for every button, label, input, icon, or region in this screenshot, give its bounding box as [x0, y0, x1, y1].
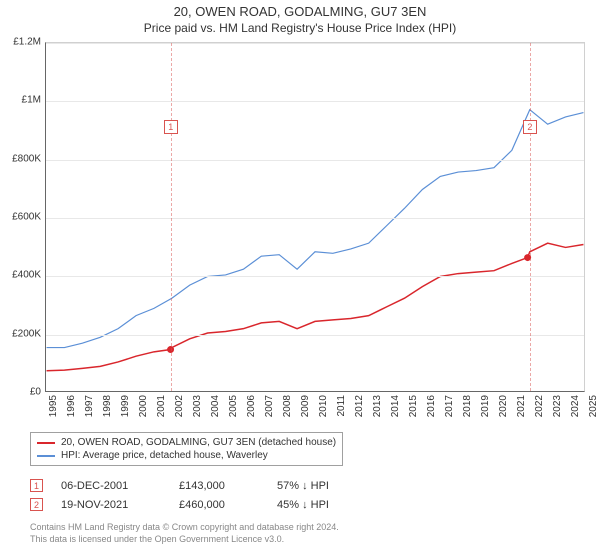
transactions-table: 1 06-DEC-2001 £143,000 57% ↓ HPI 2 19-NOV-202… — [30, 476, 367, 514]
xtick-label: 2019 — [480, 395, 491, 417]
xtick-label: 2001 — [156, 395, 167, 417]
chart-title: 20, OWEN ROAD, GODALMING, GU7 3EN — [0, 4, 600, 21]
xtick-label: 2003 — [192, 395, 203, 417]
xtick-label: 2007 — [264, 395, 275, 417]
xtick-label: 2025 — [588, 395, 599, 417]
transaction-row: 1 06-DEC-2001 £143,000 57% ↓ HPI — [30, 476, 367, 495]
ytick-label: £400K — [2, 270, 41, 281]
plot-area: 12 — [45, 42, 585, 392]
footer: Contains HM Land Registry data © Crown c… — [30, 522, 339, 545]
xtick-label: 2009 — [300, 395, 311, 417]
xtick-label: 2022 — [534, 395, 545, 417]
gridline-h — [46, 218, 584, 219]
xtick-label: 2014 — [390, 395, 401, 417]
chart-lines — [46, 43, 584, 391]
xtick-label: 2000 — [138, 395, 149, 417]
transaction-marker: 2 — [30, 498, 43, 511]
xtick-label: 1995 — [48, 395, 59, 417]
chart-subtitle: Price paid vs. HM Land Registry's House … — [0, 21, 600, 37]
marker-box: 1 — [164, 120, 178, 134]
ytick-label: £0 — [2, 387, 41, 398]
xtick-label: 2005 — [228, 395, 239, 417]
xtick-label: 1997 — [84, 395, 95, 417]
legend-label: HPI: Average price, detached house, Wave… — [61, 450, 268, 461]
marker-vline — [530, 43, 531, 391]
series-hpi — [47, 110, 584, 348]
xtick-label: 2015 — [408, 395, 419, 417]
gridline-h — [46, 276, 584, 277]
xtick-label: 2018 — [462, 395, 473, 417]
legend-swatch — [37, 455, 55, 457]
transaction-price: £460,000 — [179, 499, 259, 511]
title-area: 20, OWEN ROAD, GODALMING, GU7 3EN Price … — [0, 0, 600, 38]
ytick-label: £200K — [2, 328, 41, 339]
transaction-marker: 1 — [30, 479, 43, 492]
xtick-label: 2017 — [444, 395, 455, 417]
transaction-pct: 45% ↓ HPI — [277, 499, 367, 511]
series-price_paid — [47, 243, 584, 371]
gridline-h — [46, 43, 584, 44]
ytick-label: £600K — [2, 212, 41, 223]
xtick-label: 1996 — [66, 395, 77, 417]
xtick-label: 2021 — [516, 395, 527, 417]
marker-vline — [171, 43, 172, 391]
xtick-label: 1999 — [120, 395, 131, 417]
legend-row: 20, OWEN ROAD, GODALMING, GU7 3EN (detac… — [37, 436, 336, 449]
transaction-pct: 57% ↓ HPI — [277, 480, 367, 492]
xtick-label: 2002 — [174, 395, 185, 417]
transaction-date: 06-DEC-2001 — [61, 480, 161, 492]
xtick-label: 2006 — [246, 395, 257, 417]
ytick-label: £1.2M — [2, 37, 41, 48]
xtick-label: 2011 — [336, 395, 347, 417]
xtick-label: 2023 — [552, 395, 563, 417]
transaction-row: 2 19-NOV-2021 £460,000 45% ↓ HPI — [30, 495, 367, 514]
gridline-h — [46, 335, 584, 336]
xtick-label: 2016 — [426, 395, 437, 417]
legend-swatch — [37, 442, 55, 444]
xtick-label: 2020 — [498, 395, 509, 417]
legend-label: 20, OWEN ROAD, GODALMING, GU7 3EN (detac… — [61, 437, 336, 448]
chart-container: 20, OWEN ROAD, GODALMING, GU7 3EN Price … — [0, 0, 600, 560]
transaction-price: £143,000 — [179, 480, 259, 492]
xtick-label: 2010 — [318, 395, 329, 417]
ytick-label: £1M — [2, 95, 41, 106]
gridline-h — [46, 101, 584, 102]
xtick-label: 1998 — [102, 395, 113, 417]
gridline-h — [46, 160, 584, 161]
xtick-label: 2013 — [372, 395, 383, 417]
xtick-label: 2012 — [354, 395, 365, 417]
xtick-label: 2024 — [570, 395, 581, 417]
marker-box: 2 — [523, 120, 537, 134]
legend-row: HPI: Average price, detached house, Wave… — [37, 449, 336, 462]
ytick-label: £800K — [2, 153, 41, 164]
legend: 20, OWEN ROAD, GODALMING, GU7 3EN (detac… — [30, 432, 343, 466]
xtick-label: 2008 — [282, 395, 293, 417]
transaction-date: 19-NOV-2021 — [61, 499, 161, 511]
xtick-label: 2004 — [210, 395, 221, 417]
footer-line1: Contains HM Land Registry data © Crown c… — [30, 522, 339, 534]
footer-line2: This data is licensed under the Open Gov… — [30, 534, 339, 546]
